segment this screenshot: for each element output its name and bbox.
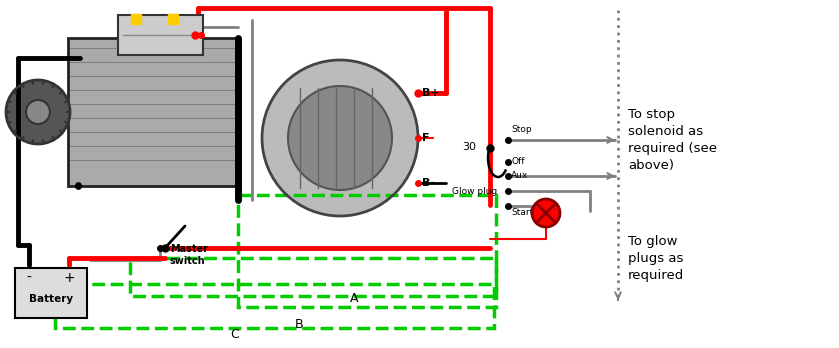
Circle shape — [288, 86, 392, 190]
Text: Battery: Battery — [29, 294, 73, 304]
Text: 30: 30 — [462, 142, 476, 152]
Text: B: B — [295, 318, 304, 331]
Text: To stop
solenoid as
required (see
above): To stop solenoid as required (see above) — [628, 108, 717, 172]
Text: -: - — [27, 271, 31, 285]
Text: +: + — [63, 271, 75, 285]
Text: Off: Off — [511, 157, 524, 166]
Text: A: A — [350, 292, 358, 305]
Text: Start: Start — [511, 208, 534, 217]
Text: Aux: Aux — [511, 171, 529, 180]
Bar — [118, 15, 203, 55]
Text: F: F — [422, 133, 430, 143]
Circle shape — [26, 100, 50, 124]
Bar — [238, 195, 496, 307]
Text: To glow
plugs as
required: To glow plugs as required — [628, 235, 685, 282]
Text: Master
switch: Master switch — [170, 244, 208, 266]
Bar — [68, 38, 238, 186]
Circle shape — [262, 60, 418, 216]
Circle shape — [6, 80, 70, 144]
Circle shape — [532, 199, 560, 227]
Bar — [15, 268, 87, 318]
Text: B+: B+ — [422, 88, 440, 98]
Bar — [130, 258, 496, 296]
Bar — [55, 284, 494, 328]
Text: Glow plug: Glow plug — [452, 188, 498, 197]
Text: C: C — [230, 328, 239, 341]
Text: B-: B- — [422, 178, 435, 188]
Text: Stop: Stop — [511, 125, 532, 134]
